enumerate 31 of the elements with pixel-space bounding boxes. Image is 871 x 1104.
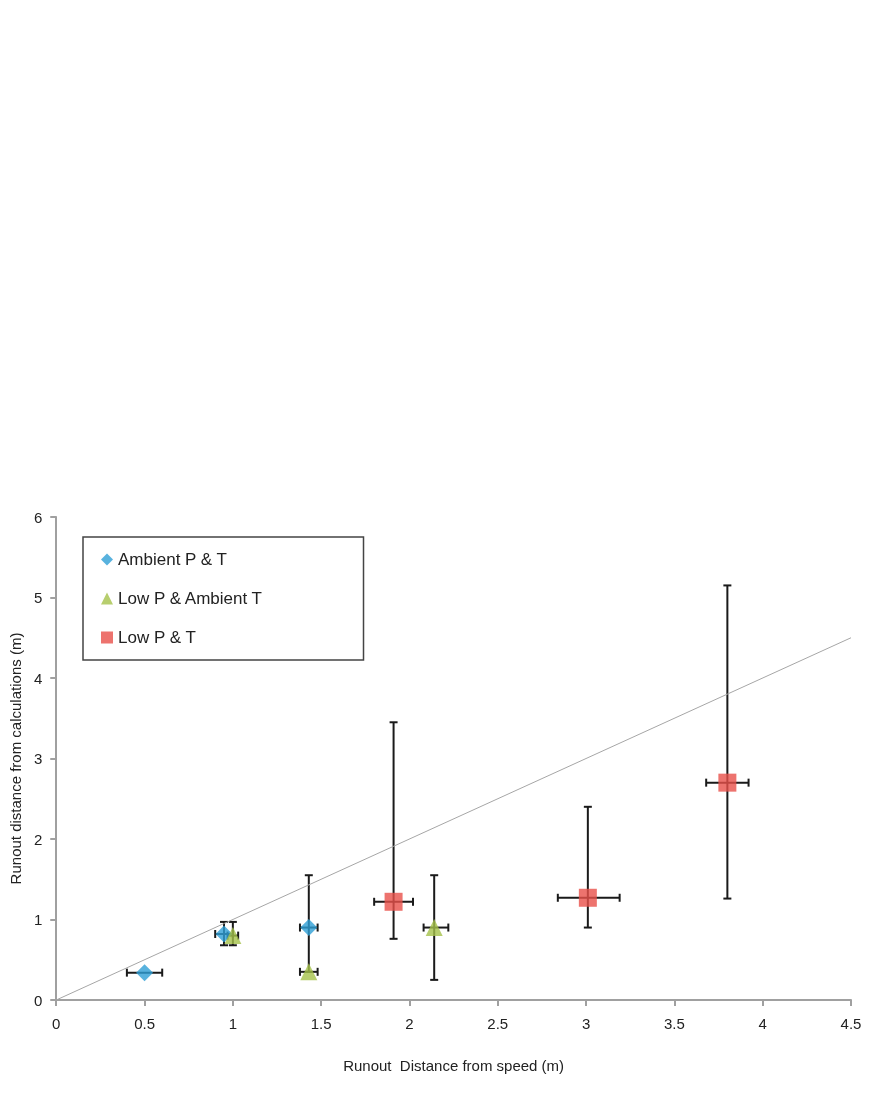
point: [300, 963, 318, 981]
x-tick-label: 3: [581, 1015, 591, 1032]
y-tick-label: 3: [33, 750, 43, 767]
x-tick-label: 0: [52, 1015, 61, 1032]
x-tick-label: 4.5: [840, 1015, 862, 1032]
y-tick-label: 4: [33, 669, 43, 687]
x-tick-label: 4: [758, 1015, 767, 1032]
point: [718, 773, 737, 792]
y-tick-label: 5: [33, 589, 43, 606]
point: [215, 925, 233, 943]
point: [425, 919, 443, 937]
y-tick-label: 2: [33, 830, 43, 848]
y-tick-label: 6: [33, 508, 43, 526]
legend-label: Low P & Ambient T: [118, 589, 262, 608]
x-tick-label: 0.5: [134, 1015, 155, 1032]
x-tick-label: 1: [228, 1015, 238, 1032]
point: [578, 888, 597, 907]
point: [224, 927, 242, 945]
point: [384, 892, 403, 911]
x-tick-label: 2.5: [487, 1015, 509, 1032]
legend-label: Low P & T: [118, 628, 196, 647]
y-tick-label: 0: [33, 991, 43, 1009]
point: [300, 919, 318, 937]
x-tick-label: 2: [405, 1015, 414, 1032]
x-tick-label: 3.5: [663, 1015, 685, 1032]
x-tick-label: 1.5: [310, 1015, 332, 1032]
x-axis-title: Runout Distance from speed (m): [343, 1057, 565, 1074]
point: [136, 964, 154, 982]
legend-label: Ambient P & T: [118, 550, 227, 569]
y-tick-label: 1: [33, 911, 43, 928]
y-axis-title: Runout distance from calculations (m): [7, 632, 24, 885]
